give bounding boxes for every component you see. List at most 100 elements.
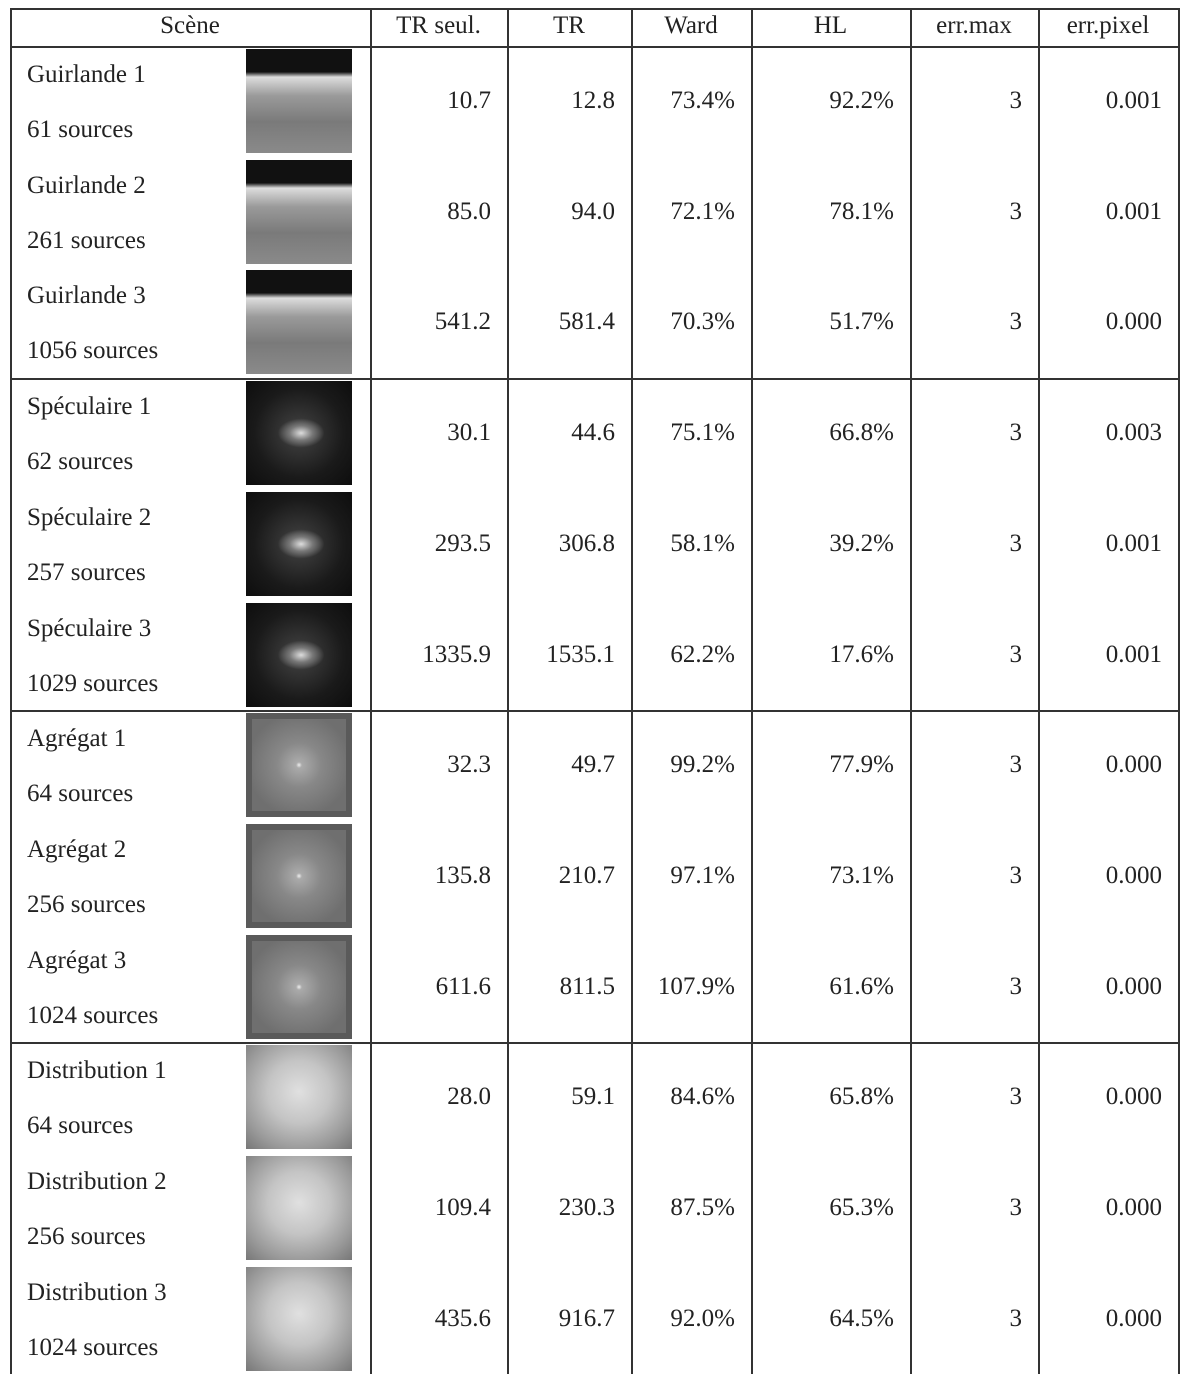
column-rule xyxy=(370,8,372,1374)
value-cell: 581.4 xyxy=(558,308,615,336)
scene-thumbnail xyxy=(246,602,352,707)
source-count: 257 sources xyxy=(27,558,146,586)
value-cell: 77.9% xyxy=(829,751,894,779)
scene-thumbnail xyxy=(246,713,352,818)
value-cell: 0.000 xyxy=(1105,1083,1162,1111)
value-cell: 10.7 xyxy=(447,87,491,114)
row-rule xyxy=(10,378,1180,380)
scene-name: Guirlande 3 xyxy=(27,282,146,310)
value-cell: 78.1% xyxy=(829,197,894,225)
value-cell: 1535.1 xyxy=(546,640,615,668)
scene-name: Distribution 1 xyxy=(27,1057,167,1085)
column-header: Ward xyxy=(664,12,718,39)
column-rule xyxy=(751,8,753,1374)
value-cell: 3 xyxy=(1009,529,1023,557)
value-cell: 97.1% xyxy=(670,861,735,889)
value-cell: 611.6 xyxy=(435,972,491,1000)
scene-name: Agrégat 3 xyxy=(27,946,127,974)
value-cell: 3 xyxy=(1009,751,1023,779)
scene-thumbnail xyxy=(246,49,352,153)
column-header: err.pixel xyxy=(1066,12,1150,39)
value-cell: 64.5% xyxy=(829,1304,894,1332)
scene-name: Guirlande 1 xyxy=(27,61,146,88)
value-cell: 99.2% xyxy=(670,751,735,779)
value-cell: 72.1% xyxy=(670,197,735,225)
value-cell: 0.001 xyxy=(1105,640,1162,668)
value-cell: 44.6 xyxy=(571,419,615,447)
value-cell: 916.7 xyxy=(558,1304,615,1332)
value-cell: 0.000 xyxy=(1105,1194,1162,1221)
value-cell: 0.000 xyxy=(1105,1304,1162,1332)
value-cell: 3 xyxy=(1009,1304,1023,1332)
value-cell: 0.003 xyxy=(1105,419,1162,447)
value-cell: 49.7 xyxy=(571,751,615,779)
column-header: TR seul. xyxy=(396,12,481,39)
source-count: 64 sources xyxy=(27,780,134,808)
value-cell: 109.4 xyxy=(434,1194,491,1221)
value-cell: 230.3 xyxy=(558,1194,615,1221)
source-count: 1056 sources xyxy=(27,337,159,365)
value-cell: 107.9% xyxy=(657,972,735,1000)
value-cell: 3 xyxy=(1009,972,1023,1000)
scene-thumbnail xyxy=(246,159,352,264)
value-cell: 94.0 xyxy=(571,197,615,225)
value-cell: 73.4% xyxy=(670,87,735,114)
row-rule xyxy=(10,1042,1180,1044)
scene-name: Agrégat 2 xyxy=(27,835,127,863)
source-count: 1024 sources xyxy=(27,1333,159,1361)
scene-name: Distribution 3 xyxy=(27,1278,167,1306)
source-count: 256 sources xyxy=(27,890,146,918)
column-header: TR xyxy=(553,12,585,39)
scene-thumbnail xyxy=(246,1156,352,1260)
value-cell: 293.5 xyxy=(434,529,491,557)
value-cell: 28.0 xyxy=(447,1083,491,1111)
scene-name: Distribution 2 xyxy=(27,1168,167,1195)
value-cell: 65.3% xyxy=(829,1194,894,1221)
value-cell: 30.1 xyxy=(447,419,491,447)
scene-thumbnail xyxy=(246,270,352,375)
value-cell: 3 xyxy=(1009,197,1023,225)
scene-name: Guirlande 2 xyxy=(27,171,146,199)
source-count: 1024 sources xyxy=(27,1001,159,1029)
value-cell: 210.7 xyxy=(558,861,615,889)
column-rule xyxy=(1038,8,1040,1374)
value-cell: 70.3% xyxy=(670,308,735,336)
column-header: Scène xyxy=(160,12,220,39)
row-rule xyxy=(10,710,1180,712)
value-cell: 3 xyxy=(1009,87,1023,114)
column-rule xyxy=(631,8,633,1374)
value-cell: 0.001 xyxy=(1105,197,1162,225)
column-header: err.max xyxy=(936,12,1012,39)
value-cell: 65.8% xyxy=(829,1083,894,1111)
column-header: HL xyxy=(813,12,848,39)
value-cell: 12.8 xyxy=(571,87,615,114)
column-rule xyxy=(10,8,12,1374)
value-cell: 3 xyxy=(1009,1194,1023,1221)
value-cell: 59.1 xyxy=(571,1083,615,1111)
row-rule xyxy=(10,46,1180,48)
value-cell: 811.5 xyxy=(559,972,615,1000)
value-cell: 3 xyxy=(1009,419,1023,447)
value-cell: 0.000 xyxy=(1105,861,1162,889)
scene-thumbnail xyxy=(246,381,352,486)
scene-thumbnail xyxy=(246,934,352,1039)
scene-name: Spéculaire 1 xyxy=(27,393,152,421)
source-count: 61 sources xyxy=(27,116,134,143)
scene-name: Spéculaire 2 xyxy=(27,503,152,531)
value-cell: 66.8% xyxy=(829,419,894,447)
value-cell: 51.7% xyxy=(829,308,894,336)
value-cell: 62.2% xyxy=(670,640,735,668)
scene-name: Spéculaire 3 xyxy=(27,614,152,642)
column-rule xyxy=(1178,8,1180,1374)
value-cell: 0.000 xyxy=(1105,972,1162,1000)
source-count: 261 sources xyxy=(27,226,146,254)
value-cell: 0.000 xyxy=(1105,308,1162,336)
scene-thumbnail xyxy=(246,1266,352,1371)
scene-thumbnail xyxy=(246,491,352,596)
value-cell: 0.000 xyxy=(1105,751,1162,779)
value-cell: 541.2 xyxy=(434,308,491,336)
value-cell: 92.0% xyxy=(670,1304,735,1332)
value-cell: 84.6% xyxy=(670,1083,735,1111)
value-cell: 85.0 xyxy=(447,197,491,225)
